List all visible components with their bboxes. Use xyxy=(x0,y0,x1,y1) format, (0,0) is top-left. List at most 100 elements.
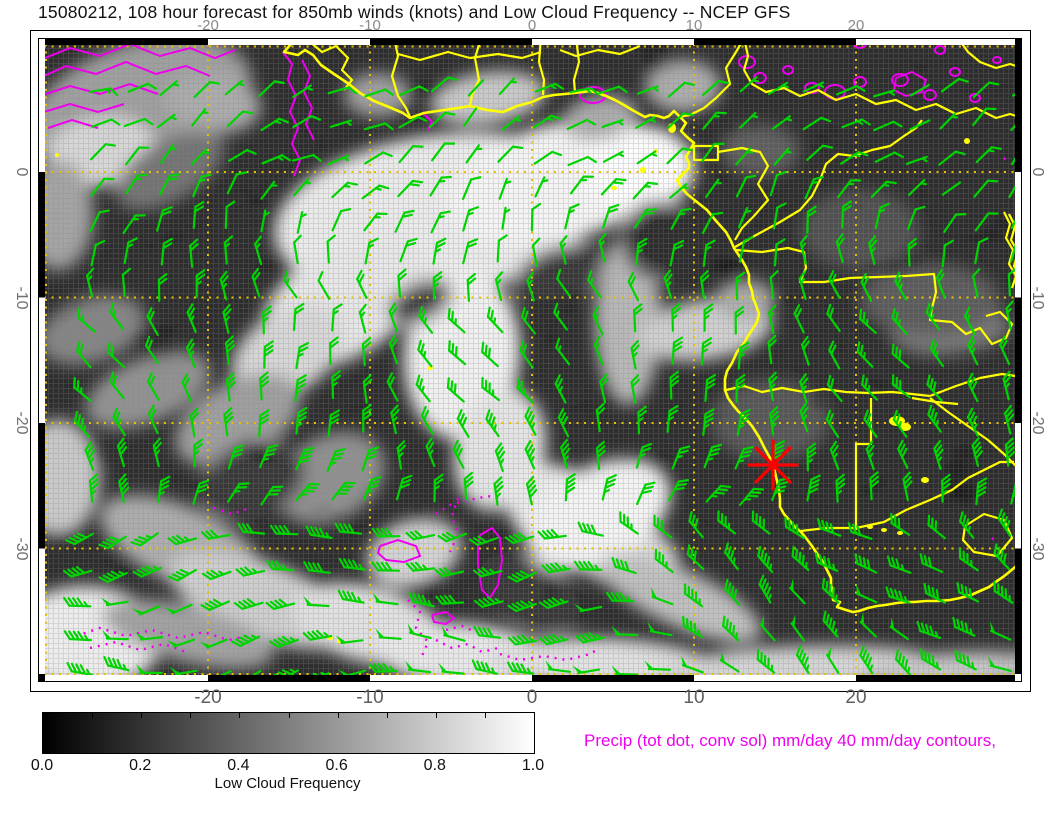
wind-barb xyxy=(260,485,284,506)
wind-barb xyxy=(567,155,597,167)
colorbar-tick-label: 0.4 xyxy=(227,757,250,774)
wind-barb xyxy=(627,272,640,302)
wind-barb xyxy=(999,335,1011,365)
precip-solid-contour xyxy=(477,526,504,600)
precip-solid-contour xyxy=(949,67,961,77)
country-border xyxy=(559,44,641,58)
wind-barb xyxy=(1010,113,1016,132)
wind-barb xyxy=(964,306,977,336)
wind-barb xyxy=(630,374,640,404)
wind-barb xyxy=(554,374,567,404)
wind-barb xyxy=(66,661,94,676)
wind-barb xyxy=(702,111,727,131)
wind-barb xyxy=(338,557,367,571)
wind-barb xyxy=(167,534,198,546)
wind-barb xyxy=(799,373,809,403)
wind-barb xyxy=(637,405,647,435)
wind-barb xyxy=(1008,177,1016,198)
wind-barb xyxy=(335,635,364,645)
wind-barb xyxy=(599,373,609,404)
wind-barb xyxy=(396,440,406,470)
axis-label-bottom: 20 xyxy=(845,687,867,708)
precip-total-contours xyxy=(75,44,1015,662)
wind-barb xyxy=(109,302,125,331)
wind-barb xyxy=(371,561,401,572)
wind-barb xyxy=(405,561,436,572)
country-border xyxy=(572,44,581,93)
wind-barb xyxy=(682,615,703,639)
wind-barb xyxy=(667,112,694,129)
wind-barb xyxy=(636,85,659,95)
wind-barb xyxy=(225,372,236,402)
wind-barb xyxy=(826,374,843,403)
wind-barb xyxy=(532,114,562,129)
wind-barb xyxy=(425,437,436,467)
colorbar-caption: Low Cloud Frequency xyxy=(214,775,361,792)
wind-barb xyxy=(259,371,270,401)
wind-barb xyxy=(633,303,643,333)
wind-barb xyxy=(856,341,874,368)
wind-barb xyxy=(669,239,685,267)
chart-title: 15080212, 108 hour forecast for 850mb wi… xyxy=(38,2,791,22)
wind-barb xyxy=(600,177,627,196)
wind-barb xyxy=(894,649,912,676)
wind-barb xyxy=(147,404,159,435)
wind-barb xyxy=(269,635,299,648)
wind-barb xyxy=(533,150,563,165)
wind-barb xyxy=(98,570,128,583)
country-border xyxy=(961,512,1014,558)
wind-barb xyxy=(923,582,947,604)
frame-segment xyxy=(208,38,370,45)
precip-solid-contour xyxy=(923,89,937,101)
wind-barb xyxy=(398,144,424,164)
wind-barb xyxy=(169,666,198,676)
precip-dotted-contour xyxy=(1003,157,1009,163)
wind-barb xyxy=(971,437,984,467)
wind-barb xyxy=(939,112,959,130)
wind-barb xyxy=(329,119,353,128)
wind-barb xyxy=(967,335,979,366)
wind-barb xyxy=(1003,404,1015,435)
wind-barb xyxy=(358,303,367,334)
wind-barb xyxy=(1005,300,1014,331)
wind-barb xyxy=(193,81,221,98)
wind-barb xyxy=(135,664,163,675)
wind-barb xyxy=(736,408,751,436)
wind-barb xyxy=(524,406,537,436)
wind-barb xyxy=(771,476,790,502)
frame-segment xyxy=(1015,297,1022,423)
wind-barb xyxy=(73,410,91,438)
wind-barb xyxy=(521,306,537,335)
wind-barb xyxy=(388,334,398,365)
wind-barb xyxy=(952,616,976,637)
wind-barb xyxy=(228,148,257,162)
wind-barb xyxy=(534,82,565,93)
wind-barb xyxy=(601,203,620,229)
wind-barb xyxy=(872,89,896,98)
wind-barb xyxy=(496,234,508,263)
frame-segment xyxy=(208,675,370,682)
wind-barb xyxy=(497,145,524,163)
country-border xyxy=(800,460,1014,533)
precip-solid-contour xyxy=(44,60,211,78)
wind-barb xyxy=(331,481,356,501)
wind-barb xyxy=(916,620,942,640)
country-border xyxy=(725,384,931,398)
wind-barb xyxy=(822,610,839,638)
wind-barb xyxy=(1004,437,1016,467)
wind-barb xyxy=(859,645,874,674)
wind-barb xyxy=(519,340,534,369)
axis-label-left: 0 xyxy=(13,167,30,177)
axis-label-top: -10 xyxy=(359,17,381,34)
wind-barb xyxy=(331,303,343,332)
colorbar-tick-label: 0.6 xyxy=(325,757,348,774)
wind-barb xyxy=(667,81,695,98)
wind-barb xyxy=(684,583,704,608)
wind-barb xyxy=(534,176,549,198)
wind-barb xyxy=(667,479,690,502)
wind-barb xyxy=(654,548,674,574)
wind-barb xyxy=(575,632,605,644)
wind-barb xyxy=(739,76,760,93)
wind-barb xyxy=(506,661,535,675)
wind-barb xyxy=(441,625,466,642)
